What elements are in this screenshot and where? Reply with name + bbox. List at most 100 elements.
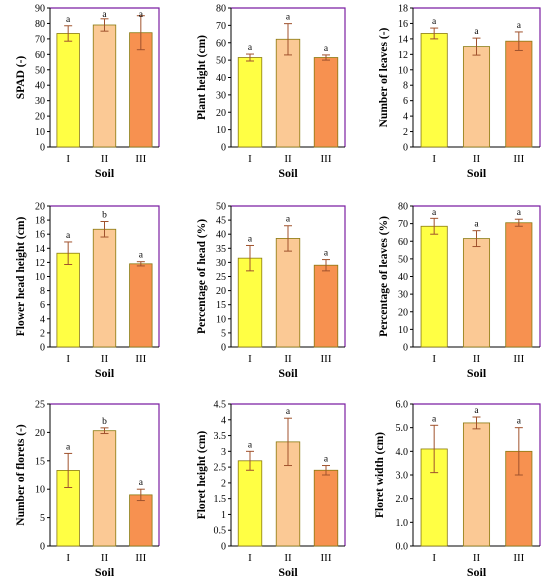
significance-letter: a	[517, 21, 522, 31]
significance-letter: a	[432, 17, 437, 27]
y-tick-label: 20	[216, 108, 226, 119]
bar-III	[129, 494, 153, 547]
x-axis-title: Soil	[278, 166, 298, 180]
y-tick-label: 4	[40, 314, 45, 325]
significance-letter: a	[324, 44, 329, 54]
y-tick-label: 10	[398, 325, 408, 336]
y-tick-label: 20	[398, 307, 408, 318]
bar-III	[313, 469, 339, 547]
bar-II	[462, 46, 491, 148]
y-tick-label: 16	[398, 19, 408, 30]
y-tick-label: 10	[35, 272, 45, 283]
significance-letter: a	[139, 251, 144, 261]
x-tick-label: II	[284, 552, 292, 564]
bar-II	[462, 238, 491, 348]
plot-frame	[413, 403, 541, 546]
significance-letter: a	[66, 231, 71, 241]
x-tick-label: I	[432, 552, 436, 564]
plot-frame	[50, 7, 160, 147]
y-tick-label: 20	[35, 112, 45, 123]
y-tick-label: 35	[216, 244, 226, 255]
y-tick-label: 16	[35, 230, 45, 241]
y-tick-label: 10	[216, 125, 226, 136]
y-tick-label: 90	[35, 4, 45, 15]
x-tick-label: II	[473, 353, 481, 365]
y-tick-label: 1.0	[396, 518, 409, 529]
x-tick-label: II	[473, 552, 481, 564]
y-tick-label: 30	[216, 90, 226, 101]
x-axis-title: Soil	[278, 366, 298, 380]
x-tick-label: III	[135, 552, 146, 564]
y-tick-label: 25	[35, 400, 45, 411]
y-tick-label: 70	[216, 21, 226, 32]
significance-letter: a	[474, 220, 479, 230]
significance-letter: a	[432, 208, 437, 218]
x-tick-label: II	[101, 353, 109, 365]
y-tick-label: 2.0	[396, 494, 409, 505]
y-tick-label: 0	[40, 343, 45, 354]
plot-frame	[413, 7, 541, 147]
bar-II	[92, 24, 117, 148]
x-tick-label: III	[321, 153, 332, 165]
significance-letter: a	[474, 27, 479, 37]
y-tick-label: 0	[40, 542, 45, 553]
y-tick-label: 60	[35, 50, 45, 61]
y-tick-label: 80	[398, 202, 408, 213]
y-tick-label: 60	[216, 38, 226, 49]
significance-letter: a	[66, 15, 71, 25]
chart-panel-2: 0 10 20 30 40 50 60 70 80 a Ia II a III Soil Plant heig…	[196, 4, 346, 180]
plot-frame	[231, 403, 346, 546]
x-axis-title: Soil	[278, 565, 298, 579]
significance-letter: a	[517, 417, 522, 427]
y-tick-label: 5	[221, 328, 226, 339]
x-tick-label: II	[101, 153, 109, 165]
significance-letter: b	[102, 211, 107, 221]
bar-I	[420, 33, 448, 148]
bar-III	[313, 264, 339, 348]
y-tick-label: 70	[398, 219, 408, 230]
y-tick-label: 6	[403, 96, 408, 107]
x-tick-label: II	[284, 153, 292, 165]
y-tick-label: 0	[403, 343, 408, 354]
chart-panel-3: 0 2 4 6 8 10 12 14 16 18 a Ia II a III Soil Number of le…	[378, 4, 541, 180]
y-tick-label: 8	[403, 81, 408, 92]
y-tick-label: 12	[398, 50, 408, 61]
y-tick-label: 4.0	[396, 447, 409, 458]
significance-letter: a	[139, 478, 144, 488]
y-tick-label: 15	[35, 456, 45, 467]
y-tick-label: 0	[221, 542, 226, 553]
y-tick-label: 14	[35, 244, 45, 255]
y-tick-label: 5.0	[396, 423, 409, 434]
plot-frame	[231, 205, 346, 347]
y-axis-title: Percentage of head (%)	[196, 219, 208, 334]
y-tick-label: 2	[221, 478, 226, 489]
y-tick-label: 30	[35, 96, 45, 107]
y-tick-label: 18	[35, 216, 45, 227]
y-tick-label: 0.5	[214, 526, 227, 537]
y-tick-label: 15	[216, 300, 226, 311]
y-tick-label: 4	[221, 415, 226, 426]
y-tick-label: 8	[40, 286, 45, 297]
x-tick-label: II	[284, 353, 292, 365]
y-tick-label: 50	[35, 65, 45, 76]
y-axis-title: Number of leaves (-)	[378, 27, 390, 127]
y-tick-label: 18	[398, 4, 408, 15]
y-tick-label: 3	[221, 447, 226, 458]
y-tick-label: 45	[216, 216, 226, 227]
y-tick-label: 80	[35, 19, 45, 30]
y-tick-label: 30	[216, 258, 226, 269]
y-tick-label: 1.5	[214, 494, 227, 505]
significance-letter: a	[324, 455, 329, 465]
significance-letter: a	[286, 13, 291, 23]
y-tick-label: 1	[221, 510, 226, 521]
bar-III	[313, 57, 339, 148]
significance-letter: a	[286, 407, 291, 417]
y-tick-label: 30	[398, 290, 408, 301]
x-tick-label: III	[513, 153, 524, 165]
y-tick-label: 5	[40, 513, 45, 524]
bar-II	[462, 422, 491, 547]
x-tick-label: I	[66, 153, 70, 165]
x-tick-label: I	[248, 153, 252, 165]
significance-letter: a	[66, 442, 71, 452]
x-tick-label: III	[513, 353, 524, 365]
